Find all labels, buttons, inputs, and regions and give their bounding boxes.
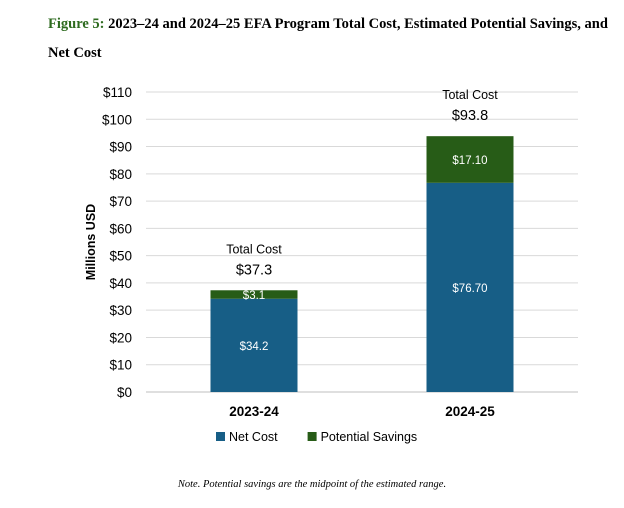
legend-swatch	[307, 432, 317, 441]
total-cost-caption: Total Cost	[442, 88, 498, 102]
y-tick-label: $110	[103, 85, 132, 100]
bar-value-label: $3.1	[243, 290, 265, 302]
y-tick-label: $80	[109, 167, 132, 182]
y-tick-label: $10	[109, 358, 132, 373]
bar-segment	[210, 290, 298, 299]
y-tick-label: $20	[109, 330, 132, 345]
y-tick-label: $40	[109, 276, 132, 291]
y-tick-label: $50	[109, 249, 132, 264]
x-category-label: 2023-24	[229, 404, 279, 419]
y-tick-label: $60	[109, 221, 132, 236]
legend-label: Net Cost	[229, 430, 278, 444]
figure-title: Figure 5: 2023–24 and 2024–25 EFA Progra…	[48, 10, 608, 68]
x-category-label: 2024-25	[445, 404, 495, 419]
y-tick-label: $0	[117, 385, 132, 400]
bar-segment	[426, 182, 514, 392]
stacked-bar-chart: $0 $10 $20 $30 $40 $50 $60 $70 $80 $90 $100 $110 Mil…	[84, 85, 578, 444]
bar-value-label: $34.2	[240, 341, 269, 353]
total-cost-value: $93.8	[452, 108, 488, 124]
legend-swatch	[216, 432, 225, 441]
figure-note: Note. Potential savings are the midpoint…	[177, 479, 447, 490]
bar-segment	[210, 298, 298, 392]
bar-value-label: $17.10	[452, 155, 487, 167]
figure-title-text: 2023–24 and 2024–25 EFA Program Total Co…	[48, 16, 608, 61]
legend-label: Potential Savings	[321, 430, 418, 444]
y-tick-label: $70	[109, 194, 132, 209]
bar-value-label: $76.70	[452, 283, 487, 295]
y-tick-label: $30	[109, 303, 132, 318]
y-tick-label: $90	[109, 140, 132, 155]
y-tick-label: $100	[102, 112, 132, 127]
bar-segment	[426, 136, 514, 183]
total-cost-caption: Total Cost	[226, 242, 282, 256]
figure-label: Figure 5:	[48, 16, 105, 32]
y-axis-title: Millions USD	[84, 204, 98, 280]
total-cost-value: $37.3	[236, 262, 272, 278]
